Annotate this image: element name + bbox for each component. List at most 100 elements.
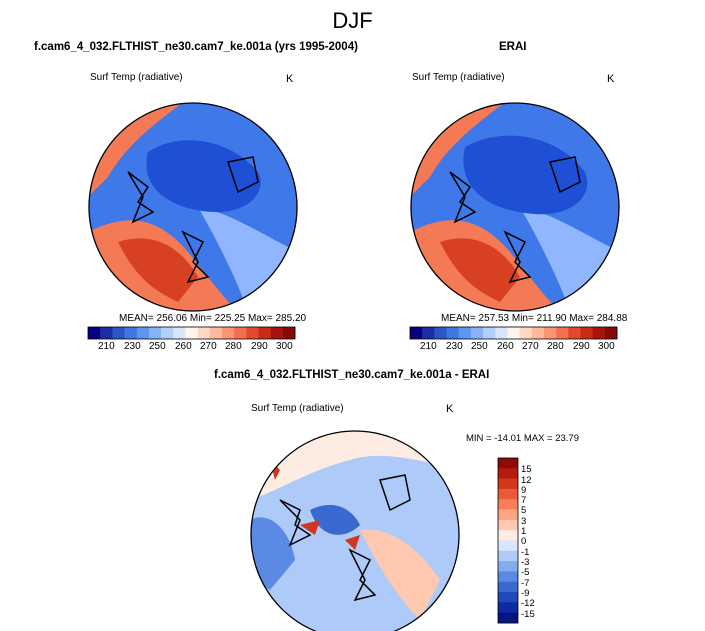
colorbar-swatch — [185, 327, 198, 339]
colorbar-swatch — [568, 327, 581, 339]
colorbar-swatch — [498, 561, 518, 572]
cb-label: -1 — [521, 547, 530, 558]
colorbar-swatch — [498, 571, 518, 583]
obs-colorbar — [409, 326, 618, 340]
map-diff-neutral — [251, 431, 459, 500]
cb-label: -3 — [521, 557, 530, 568]
map-diff-warm-light — [360, 529, 440, 620]
cb-label: 1 — [521, 526, 527, 537]
cb-label: 7 — [521, 495, 527, 506]
cb-label: -7 — [521, 578, 530, 589]
cb-label: -5 — [521, 567, 530, 578]
obs-variable-label: Surf Temp (radiative) — [412, 72, 505, 83]
colorbar-swatch — [498, 478, 518, 490]
colorbar-swatch — [136, 327, 150, 339]
colorbar-swatch — [410, 327, 423, 339]
colorbar-swatch — [498, 458, 518, 469]
cb-label: -12 — [521, 598, 535, 609]
colorbar-swatch — [458, 327, 472, 339]
colorbar-swatch — [88, 327, 101, 339]
cb-label: 3 — [521, 516, 527, 527]
map-boundary — [88, 102, 298, 312]
colorbar-swatch — [498, 612, 518, 624]
map-diff-cold-core — [310, 505, 360, 535]
cb-label: 230 — [124, 341, 141, 352]
cb-label: 260 — [175, 341, 192, 352]
map-warm-deep-patch — [118, 238, 198, 302]
colorbar-swatch — [556, 327, 569, 339]
colorbar-swatch — [221, 327, 235, 339]
cb-label: 260 — [497, 341, 514, 352]
diff-variable-label: Surf Temp (radiative) — [251, 403, 344, 414]
cb-label: 0 — [521, 536, 527, 547]
colorbar-swatch — [498, 550, 518, 562]
obs-units-label: K — [607, 73, 615, 85]
colorbar-swatch — [498, 602, 518, 613]
colorbar-swatch — [161, 327, 174, 339]
cb-label: 5 — [521, 505, 527, 516]
cb-label: 290 — [573, 341, 590, 352]
diff-stats: MIN = -14.01 MAX = 23.79 — [466, 433, 580, 444]
colorbar-swatch — [498, 530, 518, 541]
diff-polar-map — [250, 430, 460, 631]
cb-label: 12 — [521, 475, 532, 486]
cb-label: 270 — [522, 341, 539, 352]
colorbar-swatch — [434, 327, 447, 339]
colorbar-swatch — [209, 327, 223, 339]
colorbar-swatch — [592, 327, 606, 339]
model-panel-title: f.cam6_4_032.FLTHIST_ne30.cam7_ke.001a (… — [34, 41, 358, 53]
colorbar-swatch — [543, 327, 557, 339]
cb-label: 210 — [98, 341, 115, 352]
cb-label: 300 — [598, 341, 615, 352]
map-diff-cold-patch — [251, 517, 295, 590]
colorbar-swatch — [498, 509, 518, 521]
colorbar-swatch — [604, 327, 618, 339]
colorbar-swatch — [282, 327, 296, 339]
model-polar-map — [88, 102, 298, 312]
cb-label: 9 — [521, 485, 527, 496]
map-coastlines — [449, 156, 581, 284]
colorbar-border — [409, 326, 618, 340]
colorbar-swatch — [519, 327, 533, 339]
map-coastlines — [279, 474, 411, 602]
cb-label: 270 — [200, 341, 217, 352]
colorbar-swatch — [100, 327, 113, 339]
colorbar-swatch — [498, 540, 518, 552]
colorbar-swatch — [124, 327, 138, 339]
colorbar-border — [497, 457, 519, 624]
colorbar-swatch — [483, 327, 496, 339]
colorbar-swatch — [470, 327, 484, 339]
colorbar-swatch — [495, 327, 508, 339]
colorbar-swatch — [446, 327, 460, 339]
diff-colorbar — [497, 457, 519, 624]
cb-label: 250 — [149, 341, 166, 352]
colorbar-swatch — [498, 519, 518, 531]
colorbar-swatch — [173, 327, 186, 339]
cb-label: 300 — [276, 341, 293, 352]
colorbar-swatch — [234, 327, 247, 339]
colorbar-swatch — [498, 468, 518, 479]
cb-label: 230 — [446, 341, 463, 352]
colorbar-swatch — [498, 581, 518, 593]
map-boundary — [250, 430, 460, 631]
colorbar-swatch — [498, 592, 518, 603]
diff-units-label: K — [446, 403, 454, 415]
model-variable-label: Surf Temp (radiative) — [90, 72, 183, 83]
colorbar-swatch — [148, 327, 162, 339]
diff-panel-title: f.cam6_4_032.FLTHIST_ne30.cam7_ke.001a -… — [214, 369, 490, 381]
cb-label: 280 — [547, 341, 564, 352]
colorbar-swatch — [498, 488, 518, 500]
colorbar-swatch — [246, 327, 259, 339]
map-diff-warm-spots — [270, 460, 360, 550]
colorbar-swatch — [580, 327, 593, 339]
map-cold-core — [146, 140, 261, 212]
cb-label: 290 — [251, 341, 268, 352]
map-coastlines — [127, 156, 259, 284]
obs-panel-title: ERAI — [499, 41, 527, 53]
obs-polar-map — [410, 102, 620, 312]
model-stats: MEAN= 256.06 Min= 225.25 Max= 285.20 — [119, 313, 307, 324]
map-boundary — [410, 102, 620, 312]
cb-label: -15 — [521, 609, 535, 620]
model-colorbar — [87, 326, 296, 340]
cb-label: 280 — [225, 341, 242, 352]
